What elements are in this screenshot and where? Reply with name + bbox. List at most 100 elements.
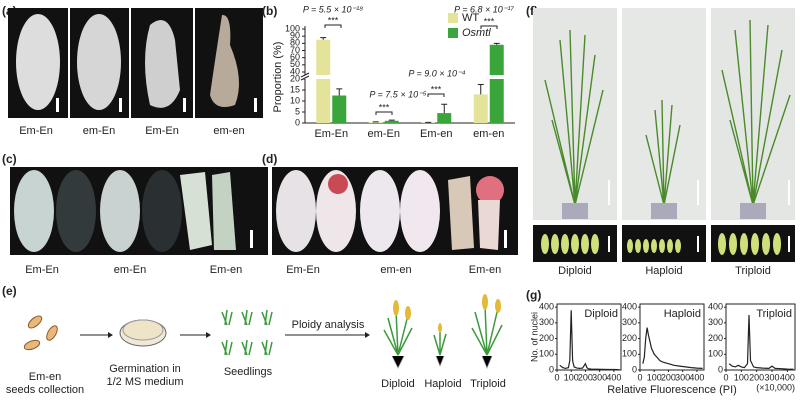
bar [368, 122, 383, 123]
y-tick-label: 0 [295, 117, 300, 127]
y-tick-label: 200 [622, 333, 637, 343]
x-tick-label: 400 [689, 372, 704, 382]
y-tick-label: 400 [539, 302, 554, 312]
y-tick-label: 60 [290, 52, 300, 62]
p-value: P = 5.5 × 10⁻¹⁸ [303, 4, 363, 14]
x-tick-label: 200 [661, 372, 676, 382]
y-tick-label: 100 [622, 349, 637, 359]
y-tick-label: 5 [295, 106, 300, 116]
bracket [375, 111, 393, 115]
significance: *** [379, 102, 390, 112]
y-tick-label: 100 [539, 349, 554, 359]
y-tick-label: 15 [290, 84, 300, 94]
plot-frame [639, 303, 705, 371]
panel-label: (d) [262, 152, 277, 166]
x-tick-label: 200 [578, 372, 593, 382]
x-tick-label: 200 [749, 372, 764, 382]
x-tick-label: 300 [675, 372, 690, 382]
arrow-label: Ploidy analysis [292, 319, 365, 331]
step-label: 1/2 MS medium [106, 376, 183, 388]
error-bar [441, 103, 448, 114]
y-tick-label: 70 [290, 45, 300, 55]
y-tick-label: 90 [290, 31, 300, 41]
photo-c [10, 167, 268, 255]
step-label: seeds collection [6, 384, 84, 396]
caption: Em-En [19, 125, 53, 137]
y-tick-label: 100 [708, 349, 723, 359]
y-tick-label: 80 [290, 38, 300, 48]
panel-label: (c) [2, 152, 17, 166]
p-value: P = 6.8 × 10⁻¹⁷ [454, 4, 514, 14]
panel-label: (g) [526, 288, 541, 302]
histogram-line [728, 314, 794, 370]
x-tick-label: 0 [723, 372, 728, 382]
caption: em-En [83, 125, 115, 137]
y-tick-label: 50 [290, 59, 300, 69]
bar [316, 39, 331, 123]
bar [437, 113, 452, 123]
plant-label: Triploid [470, 378, 506, 390]
error-bar [388, 119, 395, 121]
caption: Em-En [25, 264, 59, 276]
y-tick-label: 300 [708, 317, 723, 327]
x-tick-label: em-En [368, 128, 400, 140]
step-label: Germination in [109, 363, 181, 375]
p-value: P = 9.0 × 10⁻⁴ [408, 68, 465, 78]
step-label: Seedlings [224, 366, 273, 378]
significance: *** [484, 16, 495, 26]
error-bar [493, 42, 500, 45]
legend-swatch [448, 13, 458, 23]
y-axis-label: No. of nuclei [529, 312, 539, 362]
x-tick-label: 300 [592, 372, 607, 382]
axis-break [301, 75, 515, 79]
error-bar [477, 84, 484, 95]
y-tick-label: 300 [622, 317, 637, 327]
step-label: Em-en [29, 371, 61, 383]
panel-label: (e) [2, 284, 17, 298]
x-tick-label: em-en [473, 128, 504, 140]
y-tick-label: 200 [708, 333, 723, 343]
x-tick-label: 300 [764, 372, 779, 382]
bracket [427, 93, 445, 97]
x-tick-label: 400 [606, 372, 621, 382]
x-tick-label: 100 [647, 372, 662, 382]
plot-title: Diploid [584, 308, 618, 320]
caption: em-en [213, 125, 244, 137]
y-tick-label: 40 [290, 66, 300, 76]
caption: em-En [114, 264, 146, 276]
plot-frame [556, 303, 622, 371]
x-tick-label: Em-En [314, 128, 348, 140]
photo-d [272, 167, 518, 255]
caption: em-en [380, 264, 411, 276]
axis-break-mark [300, 72, 310, 81]
x-tick-label: 100 [734, 372, 749, 382]
caption: Haploid [645, 265, 682, 277]
caption: Diploid [558, 265, 592, 277]
y-tick-label: 200 [539, 333, 554, 343]
error-bar [320, 37, 327, 40]
bracket [480, 25, 498, 29]
plant-label: Haploid [424, 378, 461, 390]
y-tick-label: 100 [285, 23, 300, 33]
plot-title: Triploid [756, 308, 792, 320]
y-axis-label: Proportion (%) [272, 42, 284, 113]
caption: Em-en [210, 264, 242, 276]
x-tick-label: 0 [637, 372, 642, 382]
plant-label: Diploid [381, 378, 415, 390]
plot-frame [725, 303, 796, 371]
panel-label: (b) [262, 4, 277, 18]
p-value: P = 7.5 × 10⁻⁵ [369, 89, 426, 99]
bar [489, 44, 504, 124]
legend-label: Osmtl [462, 27, 491, 39]
x-axis-label: Relative Fluorescence (PI) [607, 384, 737, 396]
caption: Em-En [145, 125, 179, 137]
plot-title: Haploid [664, 308, 701, 320]
workflow-icons [23, 294, 503, 370]
y-tick-label: 20 [290, 73, 300, 83]
caption: Em-en [469, 264, 501, 276]
x-tick-label: 400 [780, 372, 795, 382]
bar [473, 94, 488, 123]
y-tick-label: 300 [539, 317, 554, 327]
